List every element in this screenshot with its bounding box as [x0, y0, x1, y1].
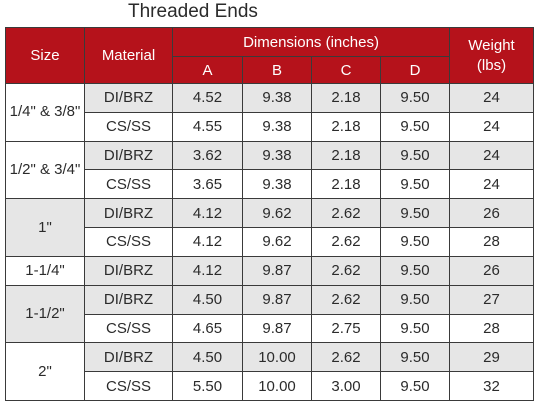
dim-a-cell: 3.65 — [172, 169, 243, 200]
dim-d-cell: 9.50 — [379, 198, 451, 229]
dim-c-cell: 2.62 — [311, 284, 381, 315]
dim-d-cell: 9.50 — [379, 140, 451, 171]
dim-c-cell: 3.00 — [311, 371, 381, 401]
header-dim-c: C — [311, 56, 381, 84]
dim-a-cell: 4.12 — [172, 227, 243, 257]
dim-c-cell: 2.62 — [311, 198, 381, 229]
header-dimensions: Dimensions (inches) — [171, 27, 451, 57]
material-cell: DI/BRZ — [84, 255, 173, 286]
material-cell: CS/SS — [84, 371, 173, 401]
weight-cell: 28 — [449, 313, 535, 344]
material-cell: CS/SS — [84, 169, 173, 200]
dim-d-cell: 9.50 — [379, 83, 451, 113]
weight-cell: 29 — [449, 342, 535, 373]
table-row: 1/4" & 3/8" DI/BRZ 4.52 9.38 2.18 9.50 24 — [5, 83, 535, 142]
table-row: CS/SS 4.65 9.87 2.75 9.50 28 — [6, 313, 535, 344]
material-cell: CS/SS — [84, 227, 173, 257]
table-row: CS/SS 4.55 9.38 2.18 9.50 24 — [6, 111, 535, 142]
table-row: 1-1/4" DI/BRZ 4.12 9.87 2.62 9.50 26 — [5, 255, 535, 286]
material-cell: CS/SS — [84, 313, 173, 344]
table-row: CS/SS 4.12 9.62 2.62 9.50 28 — [6, 227, 535, 257]
dim-a-cell: 4.65 — [172, 313, 243, 344]
dim-b-cell: 9.87 — [242, 313, 312, 344]
dim-d-cell: 9.50 — [379, 111, 451, 142]
material-cell: DI/BRZ — [84, 342, 173, 373]
dim-a-cell: 4.50 — [172, 342, 243, 373]
dim-b-cell: 9.62 — [242, 227, 312, 257]
material-cell: DI/BRZ — [84, 198, 173, 229]
dim-b-cell: 9.38 — [242, 140, 312, 171]
size-cell: 1-1/2" — [5, 284, 85, 344]
material-cell: DI/BRZ — [84, 140, 173, 171]
material-cell: CS/SS — [84, 111, 173, 142]
dim-d-cell: 9.50 — [379, 371, 451, 401]
header-weight: Weight (lbs) — [449, 27, 535, 84]
dim-c-cell: 2.18 — [311, 140, 381, 171]
weight-cell: 24 — [449, 169, 535, 200]
material-cell: DI/BRZ — [84, 284, 173, 315]
dim-c-cell: 2.62 — [311, 342, 381, 373]
weight-cell: 26 — [449, 198, 535, 229]
table-row: 1" DI/BRZ 4.12 9.62 2.62 9.50 26 — [5, 198, 535, 257]
dim-a-cell: 4.12 — [172, 198, 243, 229]
material-cell: DI/BRZ — [84, 83, 173, 113]
dim-d-cell: 9.50 — [379, 313, 451, 344]
dim-c-cell: 2.62 — [311, 255, 381, 286]
table-body: 1/4" & 3/8" DI/BRZ 4.52 9.38 2.18 9.50 24 CS/SS… — [5, 83, 535, 401]
table-row: CS/SS 3.65 9.38 2.18 9.50 24 — [6, 169, 535, 200]
size-cell: 1/2" & 3/4" — [5, 140, 85, 200]
dim-c-cell: 2.18 — [311, 169, 381, 200]
dim-d-cell: 9.50 — [379, 227, 451, 257]
table-row: CS/SS 5.50 10.00 3.00 9.50 32 — [6, 371, 535, 401]
header-dim-b: B — [242, 56, 312, 84]
weight-cell: 24 — [449, 111, 535, 142]
dim-a-cell: 4.12 — [172, 255, 243, 286]
dim-a-cell: 4.52 — [172, 83, 243, 113]
dim-a-cell: 5.50 — [172, 371, 243, 401]
header-dim-d: D — [379, 56, 451, 84]
weight-cell: 27 — [449, 284, 535, 315]
size-cell: 1-1/4" — [5, 255, 85, 286]
dim-b-cell: 9.38 — [242, 83, 312, 113]
size-cell: 1" — [5, 198, 85, 257]
dim-a-cell: 4.50 — [172, 284, 243, 315]
dim-a-cell: 3.62 — [172, 140, 243, 171]
weight-cell: 32 — [449, 371, 535, 401]
table-row: 1-1/2" DI/BRZ 4.50 9.87 2.62 9.50 27 — [5, 284, 535, 344]
dim-b-cell: 9.38 — [242, 111, 312, 142]
dim-b-cell: 9.38 — [242, 169, 312, 200]
dim-d-cell: 9.50 — [379, 342, 451, 373]
dim-b-cell: 10.00 — [242, 371, 312, 401]
header-dim-a: A — [172, 56, 243, 84]
dim-d-cell: 9.50 — [379, 169, 451, 200]
weight-cell: 24 — [449, 140, 535, 171]
dim-b-cell: 10.00 — [242, 342, 312, 373]
header-size: Size — [5, 27, 85, 84]
dim-c-cell: 2.18 — [311, 111, 381, 142]
dim-a-cell: 4.55 — [172, 111, 243, 142]
table-row: 1/2" & 3/4" DI/BRZ 3.62 9.38 2.18 9.50 24 — [5, 140, 535, 200]
dim-b-cell: 9.87 — [242, 284, 312, 315]
header-material: Material — [84, 27, 173, 84]
dim-b-cell: 9.62 — [242, 198, 312, 229]
weight-cell: 26 — [449, 255, 535, 286]
table-title: Threaded Ends — [128, 1, 258, 22]
weight-cell: 28 — [449, 227, 535, 257]
threaded-ends-table: Size Material Dimensions (inches) Weight… — [5, 27, 535, 401]
table-row: 2" DI/BRZ 4.50 10.00 2.62 9.50 29 — [5, 342, 535, 401]
dim-c-cell: 2.62 — [311, 227, 381, 257]
dim-c-cell: 2.18 — [311, 83, 381, 113]
size-cell: 2" — [5, 342, 85, 401]
dim-b-cell: 9.87 — [242, 255, 312, 286]
dim-d-cell: 9.50 — [379, 255, 451, 286]
weight-cell: 24 — [449, 83, 535, 113]
dim-c-cell: 2.75 — [311, 313, 381, 344]
size-cell: 1/4" & 3/8" — [5, 83, 85, 142]
dim-d-cell: 9.50 — [379, 284, 451, 315]
